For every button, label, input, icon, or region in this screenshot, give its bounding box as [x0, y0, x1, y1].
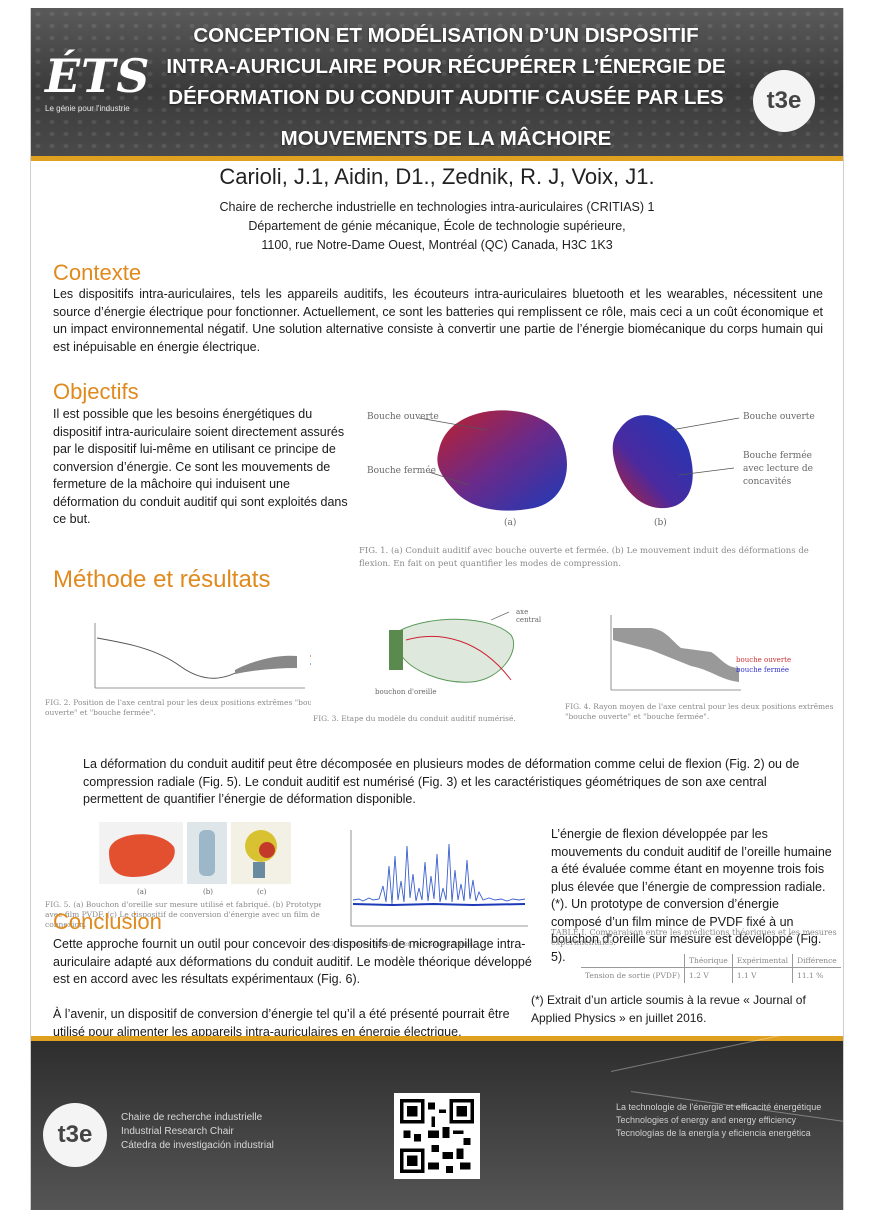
conclusion-para2: À l’avenir, un dispositif de conversion …: [53, 1007, 510, 1039]
title-line-2: INTRA-AURICULAIRE POUR RÉCUPÉRER L’ÉNERG…: [166, 55, 726, 78]
results-table: TABLE I. Comparaison entre les prédictio…: [551, 928, 841, 983]
fig2-plot: [94, 623, 325, 689]
fig1-label-4: Bouche fermée avec lecture de concavités: [743, 451, 813, 487]
footer-banner: t3e Chaire de recherche industrielle Ind…: [31, 1016, 843, 1210]
fig5-label-c: (c): [257, 888, 267, 896]
chair-line-1: Chaire de recherche industrielle: [121, 1112, 263, 1123]
title-line-3: DÉFORMATION DU CONDUIT AUDITIF CAUSÉE PA…: [168, 86, 724, 109]
affiliation-line-2: Département de génie mécanique, École de…: [248, 219, 626, 233]
table-cell-exp: 1.1 V: [731, 967, 793, 983]
chair-line-2: Industrial Research Chair: [121, 1126, 234, 1137]
fig3-plug-label: bouchon d'oreille: [375, 688, 437, 696]
photo-device: [231, 822, 291, 884]
fig5-label-a: (a): [137, 888, 147, 896]
figure-ear-canal-3d: Bouche ouverte Bouche fermée Bouche ouve…: [359, 390, 829, 602]
table-header-0: [581, 954, 685, 968]
canal-shape-b: [612, 415, 693, 509]
contexte-text: Les dispositifs intra-auriculaires, tels…: [53, 287, 823, 354]
fig1-label-3: Bouche ouverte: [743, 412, 815, 422]
figure-voltage-trace: FIG. 6. Tension mesurée en fonction du t…: [321, 826, 546, 956]
fig5-label-b: (b): [203, 888, 213, 896]
figure-canal-model: axe central bouchon d'oreille FIG. 3. Et…: [311, 606, 551, 746]
affiliation-line-3: 1100, rue Notre-Dame Ouest, Montréal (QC…: [261, 238, 613, 252]
fig4-legend-1: bouche ouverte: [736, 656, 792, 664]
slogan-line-1: La technologie de l'énergie et efficacit…: [616, 1102, 822, 1112]
fig1-label-a: (a): [504, 518, 517, 528]
heading-contexte: Contexte: [53, 260, 142, 285]
footer-t3e-logo: t3e: [43, 1103, 107, 1167]
poster: ÉTS Le génie pour l'industrie CONCEPTION…: [30, 8, 844, 1210]
photo-pvdf: [187, 822, 227, 884]
ets-tagline: Le génie pour l'industrie: [45, 104, 130, 113]
title-line-1: CONCEPTION ET MODÉLISATION D’UN DISPOSIT…: [193, 24, 699, 47]
affiliations: Chaire de recherche industrielle en tech…: [31, 198, 843, 255]
slogan-line-3: Tecnologías de la energía y eficiencia e…: [616, 1128, 811, 1138]
table-cell-diff: 11.1 %: [792, 967, 841, 983]
heading-methode: Méthode et résultats: [53, 566, 271, 593]
table-cell-label: Tension de sortie (PVDF): [585, 971, 681, 980]
chair-line-3: Cátedra de investigación industrial: [121, 1140, 274, 1151]
fig1-label-1: Bouche ouverte: [367, 412, 439, 422]
objectifs-text: Il est possible que les besoins énergéti…: [53, 407, 348, 526]
fig1-caption: FIG. 1. (a) Conduit auditif avec bouche …: [359, 546, 809, 569]
table-caption: TABLE I. Comparaison entre les prédictio…: [551, 928, 837, 947]
fig3-model-drawing: [389, 611, 515, 683]
fig4-legend-2: bouche fermée: [736, 666, 790, 674]
methode-para1: La déformation du conduit auditif peut ê…: [83, 757, 800, 806]
header-pattern: [31, 8, 843, 156]
heading-objectifs: Objectifs: [53, 379, 139, 404]
fig3-axis-label: axe central: [516, 608, 542, 624]
photo-earplug: [99, 822, 183, 884]
poster-title: CONCEPTION ET MODÉLISATION D’UN DISPOSIT…: [151, 20, 741, 154]
fig4-caption: FIG. 4. Rayon moyen de l'axe central pou…: [565, 702, 834, 721]
chair-names: Chaire de recherche industrielle Industr…: [121, 1111, 274, 1153]
authors: Carioli, J.1, Aidin, D1., Zednik, R. J, …: [219, 164, 655, 189]
fig5-caption: FIG. 5. (a) Bouchon d'oreille sur mesure…: [45, 900, 323, 929]
table-cell-theory: 1.2 V: [684, 967, 733, 983]
heading-conclusion: Conclusion: [53, 909, 162, 934]
ets-logo: ÉTS: [45, 49, 151, 103]
conclusion-para1: Cette approche fournit un outil pour con…: [53, 937, 532, 986]
table-header-3: Différence: [792, 954, 841, 968]
slogan-line-2: Technologies of energy and energy effici…: [616, 1115, 796, 1125]
footer-slogan: La technologie de l'énergie et efficacit…: [616, 1101, 826, 1140]
title-line-4: MOUVEMENTS DE LA MÂCHOIRE: [280, 127, 612, 150]
fig6-caption: FIG. 6. Tension mesurée en fonction du t…: [321, 940, 475, 948]
fig6-plot: [350, 830, 528, 927]
figure-axis-position: FIG. 2. Position de l'axe central pour l…: [45, 614, 355, 744]
header-banner: ÉTS Le génie pour l'industrie CONCEPTION…: [31, 8, 843, 161]
figure-mean-radius: bouche ouverte bouche fermée FIG. 4. Ray…: [561, 606, 836, 746]
ear-canal-illustration: [418, 410, 740, 511]
table-header-2: Expérimental: [731, 954, 793, 968]
affiliation-line-1: Chaire de recherche industrielle en tech…: [219, 200, 655, 214]
qr-code[interactable]: [394, 1093, 480, 1179]
results-table-grid: Théorique Expérimental Différence Tensio…: [581, 954, 841, 983]
table-header-1: Théorique: [684, 954, 733, 968]
fig1-label-b: (b): [654, 518, 667, 528]
fig2-caption: FIG. 2. Position de l'axe central pour l…: [45, 698, 326, 717]
canal-shape-a: [437, 410, 567, 511]
methode-para2: L’énergie de flexion développée par les …: [551, 827, 832, 964]
fig3-caption: FIG. 3. Etape du modèle du conduit audit…: [313, 714, 516, 723]
t3e-logo: t3e: [753, 70, 815, 132]
fig4-plot: [610, 615, 741, 691]
qr-code-icon: [400, 1099, 474, 1173]
footnote: (*) Extrait d’un article soumis à la rev…: [531, 993, 806, 1025]
fig1-label-2: Bouche fermée: [367, 466, 436, 476]
figure-prototype-photos: (a) (b) (c) FIG. 5. (a) Bouchon d'oreill…: [45, 818, 337, 938]
